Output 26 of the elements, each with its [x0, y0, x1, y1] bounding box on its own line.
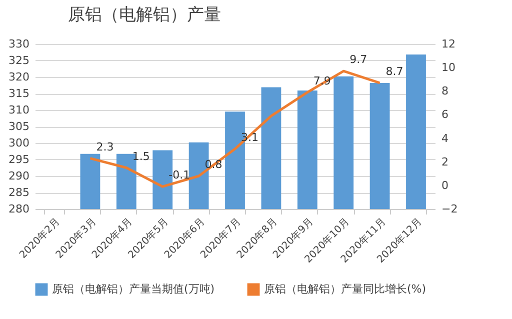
data-label: 8.7: [386, 64, 404, 78]
y-tick-label: 295: [8, 153, 30, 166]
y2-tick-label: 4: [442, 132, 448, 145]
y-tick-label: 325: [8, 54, 30, 67]
y2-tick-label: 8: [442, 84, 448, 98]
y2-tick-label: 2: [442, 155, 448, 168]
y2-tick-label: 10: [442, 61, 456, 74]
legend-label: 原铝（电解铝）产量当期值(万吨): [52, 282, 215, 296]
y-tick-label: 305: [8, 120, 30, 133]
y-tick-label: 300: [8, 136, 30, 150]
data-label: 2.3: [96, 140, 114, 154]
y-tick-label: 280: [8, 202, 30, 216]
y2-tick-label: 12: [442, 38, 456, 50]
data-label: 9.7: [350, 53, 368, 66]
y-tick-label: 310: [8, 104, 30, 116]
y2-tick-label: 6: [442, 108, 448, 122]
y-tick-label: 290: [8, 170, 30, 182]
chart-title: 原铝（电解铝）产量: [68, 5, 222, 25]
y-tick-label: 330: [8, 38, 30, 50]
y2-tick-label: −2: [442, 202, 458, 216]
line-series: [88, 70, 382, 188]
y-tick-label: 315: [8, 87, 30, 100]
y-tick-label: 320: [8, 70, 30, 84]
legend-label: 原铝（电解铝）产量同比增长(%): [264, 282, 426, 296]
y2-tick-label: 0: [442, 178, 448, 192]
y-tick-label: 285: [8, 186, 30, 199]
